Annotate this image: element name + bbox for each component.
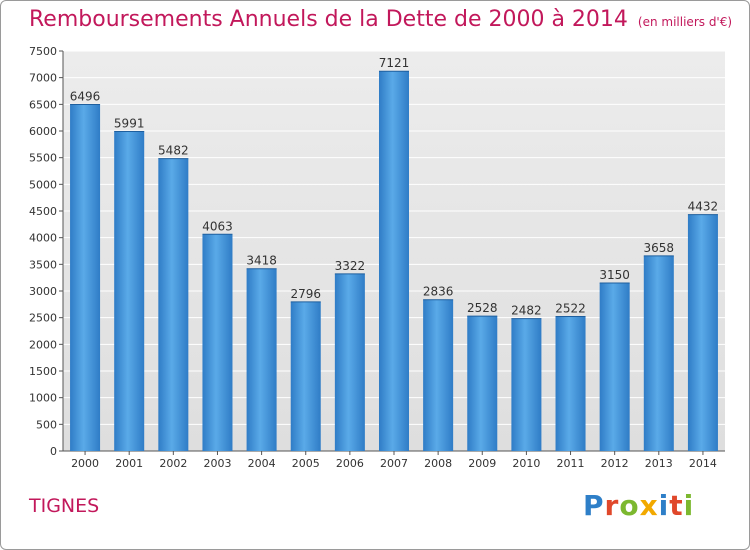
bar-2007 <box>378 71 410 452</box>
x-tick-label-2009: 2009 <box>468 457 496 470</box>
bar-2014 <box>687 214 718 451</box>
x-tick-label-2013: 2013 <box>645 457 673 470</box>
y-tick-label: 2500 <box>29 312 57 325</box>
chart-unit: (en milliers d'€) <box>637 15 733 29</box>
bar-2013 <box>643 255 674 451</box>
y-tick-label: 7000 <box>29 72 57 85</box>
data-label-2007: 7121 <box>379 56 410 70</box>
data-label-2003: 4063 <box>202 219 233 233</box>
logo-letter: o <box>619 489 640 522</box>
bar-2009 <box>467 316 498 451</box>
bar-2003 <box>202 234 233 451</box>
y-tick-label: 500 <box>36 418 57 431</box>
logo-letter: t <box>669 489 684 522</box>
data-label-2011: 2522 <box>555 301 586 315</box>
data-label-2002: 5482 <box>158 144 189 158</box>
y-tick-label: 6000 <box>29 125 57 138</box>
x-tick-label-2005: 2005 <box>292 457 320 470</box>
bar-2005 <box>290 301 321 451</box>
y-tick-label: 0 <box>50 445 57 458</box>
bar-2002 <box>158 158 189 452</box>
bar-2004 <box>246 268 277 451</box>
x-tick-label-2011: 2011 <box>557 457 585 470</box>
y-tick-label: 4500 <box>29 205 57 218</box>
x-tick-label-2014: 2014 <box>689 457 717 470</box>
x-tick-label-2002: 2002 <box>159 457 187 470</box>
x-tick-label-2010: 2010 <box>512 457 540 470</box>
logo-letter: x <box>639 489 659 522</box>
x-tick-label-2006: 2006 <box>336 457 364 470</box>
chart-title-block: Remboursements Annuels de la Dette de 20… <box>29 7 732 32</box>
data-label-2005: 2796 <box>290 287 321 301</box>
data-label-2000: 6496 <box>70 90 101 104</box>
x-tick-label-2000: 2000 <box>71 457 99 470</box>
bar-2011 <box>555 316 586 451</box>
data-label-2012: 3150 <box>599 268 630 282</box>
y-tick-label: 1500 <box>29 365 57 378</box>
bar-2001 <box>114 131 145 452</box>
bar-2000 <box>70 104 101 452</box>
data-label-2008: 2836 <box>423 285 454 299</box>
proxiti-logo[interactable]: Proxiti <box>583 489 694 522</box>
x-tick-label-2003: 2003 <box>203 457 231 470</box>
bar-2010 <box>511 318 542 451</box>
data-label-2004: 3418 <box>246 254 277 268</box>
y-tick-label: 1000 <box>29 392 57 405</box>
x-tick-label-2008: 2008 <box>424 457 452 470</box>
place-name: TIGNES <box>29 495 100 517</box>
y-tick-label: 5500 <box>29 152 57 165</box>
y-tick-label: 3000 <box>29 285 57 298</box>
logo-letter: r <box>604 489 620 522</box>
data-label-2009: 2528 <box>467 301 498 315</box>
bar-2012 <box>599 283 630 451</box>
data-label-2013: 3658 <box>644 241 675 255</box>
y-tick-label: 6500 <box>29 98 57 111</box>
y-tick-label: 4000 <box>29 232 57 245</box>
x-tick-label-2012: 2012 <box>601 457 629 470</box>
y-tick-label: 2000 <box>29 338 57 351</box>
bar-2008 <box>423 299 454 451</box>
x-tick-label-2007: 2007 <box>380 457 408 470</box>
logo-letter: i <box>683 489 695 522</box>
data-label-2014: 4432 <box>688 200 719 214</box>
y-tick-label: 3500 <box>29 258 57 271</box>
y-tick-label: 5000 <box>29 178 57 191</box>
bar-2006 <box>334 273 365 451</box>
x-tick-label-2004: 2004 <box>248 457 276 470</box>
chart-title: Remboursements Annuels de la Dette de 20… <box>29 7 628 32</box>
logo-letter: i <box>658 489 670 522</box>
data-label-2001: 5991 <box>114 116 145 130</box>
x-tick-label-2001: 2001 <box>115 457 143 470</box>
y-tick-label: 7500 <box>29 45 57 58</box>
data-label-2006: 3322 <box>335 259 366 273</box>
data-label-2010: 2482 <box>511 304 542 318</box>
logo-letter: P <box>583 489 605 522</box>
